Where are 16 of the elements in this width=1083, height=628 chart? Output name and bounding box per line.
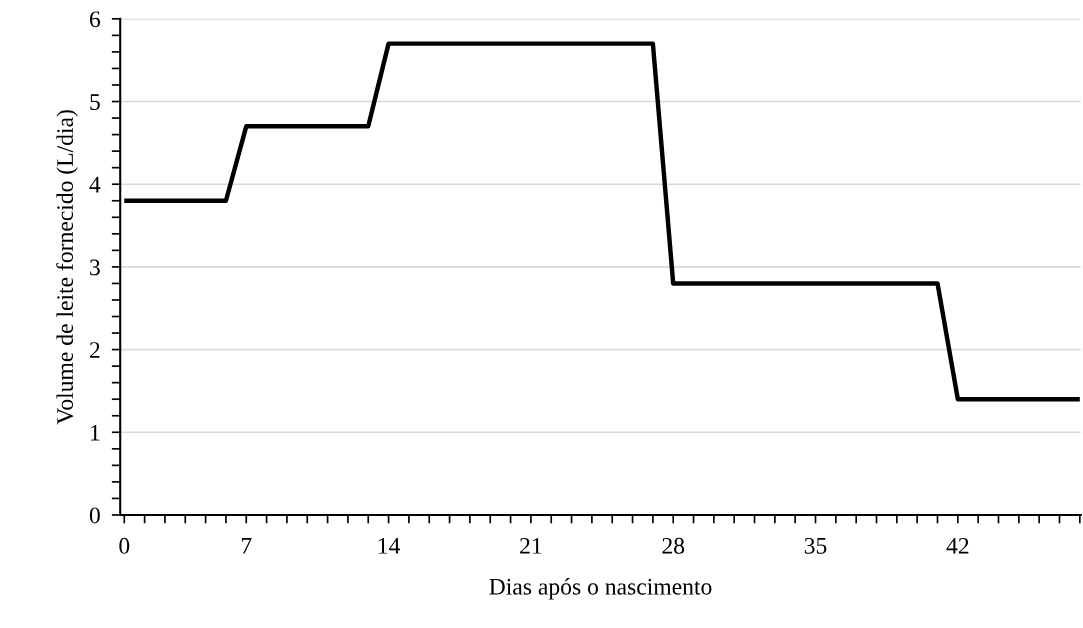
x-tick-label: 0: [119, 537, 130, 554]
x-axis-title: Dias após o nascimento: [489, 578, 712, 600]
x-tick-label: 42: [946, 537, 969, 554]
y-tick-label: 0: [89, 507, 100, 524]
y-tick-label: 2: [90, 342, 100, 358]
x-tick-label: 28: [662, 537, 685, 554]
x-tick-label: 35: [804, 537, 827, 554]
y-tick-label: 1: [91, 424, 100, 441]
y-tick-label: 6: [89, 11, 101, 28]
y-tick-label: 4: [89, 176, 101, 193]
y-tick-label: 3: [90, 259, 100, 276]
x-tick-label: 14: [378, 537, 401, 554]
y-tick-label: 5: [90, 94, 100, 110]
y-axis-title: Volume de leite fornecido (L/dia): [56, 110, 78, 425]
x-tick-label: 21: [520, 537, 542, 554]
x-tick-label: 7: [241, 538, 252, 554]
